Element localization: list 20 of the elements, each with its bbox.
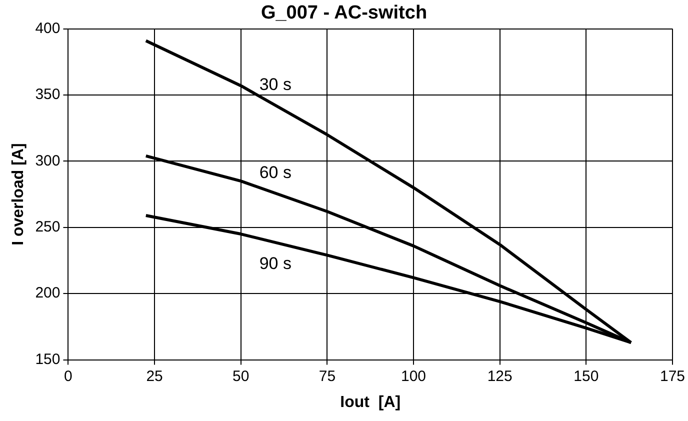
y-tick-label: 150 (35, 350, 60, 368)
x-tick-label: 150 (574, 368, 599, 385)
y-tick-label: 300 (35, 152, 60, 170)
x-tick-label: 125 (487, 368, 512, 385)
x-tick-label: 0 (64, 368, 72, 385)
y-tick-label: 400 (35, 20, 60, 37)
x-axis-title: Iout [A] (340, 394, 401, 411)
series-label: 90 s (259, 254, 292, 274)
x-tick-label: 100 (401, 368, 426, 385)
x-tick-label: 75 (318, 368, 336, 385)
y-tick-label: 200 (35, 284, 60, 302)
chart-title: G_007 - AC-switch (260, 2, 428, 24)
x-tick-label: 25 (146, 368, 163, 385)
y-tick-label: 250 (35, 218, 60, 236)
y-tick-label: 350 (35, 86, 60, 104)
series-label: 30 s (259, 75, 292, 94)
series-label: 60 s (259, 162, 292, 182)
y-axis-title: I overload [A] (10, 143, 28, 246)
x-tick-label: 50 (232, 368, 250, 385)
x-tick-label: 175 (660, 368, 685, 385)
